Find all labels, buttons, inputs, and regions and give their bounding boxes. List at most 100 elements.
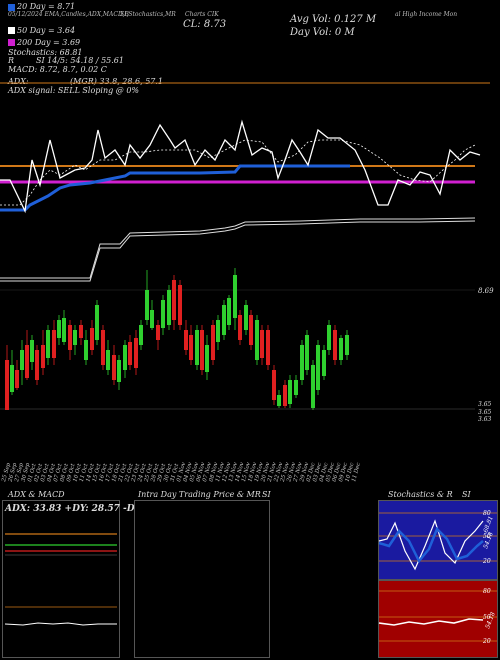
ema20-line (0, 164, 350, 212)
candle-body (117, 360, 121, 382)
candle-body (233, 275, 237, 318)
stoch-value-label: 68.81 (482, 515, 494, 534)
date-tick-label: 18 Nov (247, 461, 258, 483)
rsi-tick-20: 20 (482, 638, 491, 645)
candle-low-price-1: 3.65 (478, 401, 492, 408)
candle-body (345, 335, 349, 355)
r-label: R (8, 56, 15, 65)
date-tick-label: 03 Oct (40, 462, 51, 482)
stoch-k-line (378, 519, 484, 571)
candle-body (167, 290, 171, 325)
candle-body (84, 340, 88, 360)
rsi-line (378, 618, 484, 626)
date-tick-label: 22 Nov (273, 461, 284, 484)
date-tick-label: 11 Nov (215, 461, 226, 483)
date-tick-label: 11 Dec (351, 462, 362, 482)
date-tick-label: 29 Nov (299, 461, 310, 484)
date-tick-label: 19 Nov (254, 461, 265, 483)
candle-group (5, 268, 349, 410)
stoch-panel-si: SI (462, 490, 471, 499)
date-tick-label: 15 Nov (241, 461, 252, 483)
date-tick-label: 11 Oct (79, 462, 90, 482)
title-right: al High Income Mon (395, 11, 458, 18)
ema50-line-b (0, 220, 476, 282)
candle-body (46, 330, 50, 358)
candle-body (200, 330, 204, 370)
candle-body (339, 338, 343, 360)
date-tick-label: 07 Oct (53, 462, 64, 482)
stochastics-panel: 80 50 20 68.81 54.18 (378, 500, 498, 580)
candle-body (184, 330, 188, 350)
candle-body (211, 325, 215, 360)
candle-body (41, 345, 45, 368)
candle-body (10, 365, 14, 392)
date-tick-label: 24 Oct (137, 462, 148, 483)
adx-signal: ADX signal: SELL Sloping @ 0% (8, 86, 140, 95)
candle-body (322, 350, 326, 376)
date-strip: 05/12/2024 EMA,Candles,ADX,MACD,B (8, 11, 129, 18)
date-tick-label: 30 Oct (163, 462, 174, 482)
stoch-panel-svg: 80 50 20 68.81 54.18 (378, 510, 497, 571)
candle-body (272, 370, 276, 400)
candle-body (216, 320, 220, 342)
date-tick-label: 13 Nov (228, 461, 239, 483)
candle-body (52, 330, 56, 358)
candle-body (123, 345, 127, 370)
date-tick-label: 01 Oct (27, 462, 38, 482)
candle-top-price: 8.69 (478, 287, 494, 295)
candle-body (311, 365, 315, 408)
date-tick-label: 25 Oct (143, 462, 154, 483)
candle-body (277, 395, 281, 406)
candle-body (255, 320, 259, 360)
candle-body (195, 330, 199, 365)
date-tick-label: 06 Dec (332, 462, 343, 482)
candle-body (189, 335, 193, 360)
adx-panel-svg (4, 533, 117, 626)
intraday-panel (134, 500, 270, 658)
candle-body (305, 335, 309, 370)
date-tick-label: 09 Dec (338, 462, 349, 482)
date-tick-label: 09 Oct (66, 462, 77, 482)
adx-values: (MGR) 33.8, 28.6, 57.1 (70, 77, 163, 86)
date-tick-label: 15 Oct (92, 462, 103, 482)
stoch-panel-title: Stochastics & R (388, 490, 453, 499)
ema50-legend-swatch (8, 27, 15, 34)
ema20-legend-swatch (8, 4, 15, 11)
intra-panel-si: SI (262, 490, 271, 499)
date-tick-label: 25 Sep (1, 462, 12, 484)
candle-body (20, 350, 24, 370)
candle-body (222, 305, 226, 335)
date-tick-label: 05 Nov (189, 461, 200, 483)
date-tick-label: 10 Oct (72, 462, 83, 482)
candle-body (156, 325, 160, 340)
candle-body (283, 385, 287, 406)
date-tick-label: 05 Dec (325, 462, 336, 482)
macd-line (4, 622, 117, 626)
date-tick-label: 08 Oct (59, 462, 70, 482)
candle-body (161, 300, 165, 328)
date-tick-label: 21 Oct (118, 462, 129, 483)
candle-body (238, 315, 242, 340)
date-tick-label: 12 Nov (222, 461, 233, 483)
candle-body (106, 350, 110, 370)
date-tick-label: 21 Nov (267, 461, 278, 484)
price-line (0, 119, 481, 214)
avg-vol-label: Avg Vol: 0.127 M (290, 14, 377, 25)
ema200-label: 200 Day = 3.69 (17, 38, 81, 47)
candle-body (35, 350, 39, 380)
date-tick-label: 30 Sep (21, 462, 32, 483)
day-vol-label: Day Vol: 0 M (290, 27, 355, 38)
candle-body (73, 330, 77, 345)
date-tick-label: 04 Oct (47, 462, 58, 482)
candle-body (227, 298, 231, 325)
candle-body (90, 328, 94, 350)
date-tick-label: 14 Nov (234, 461, 245, 483)
ema50-label: 50 Day = 3.64 (17, 26, 76, 35)
candle-body (316, 345, 320, 390)
candle-body (57, 320, 61, 338)
strip-label: SI,Stochastics,MR (120, 11, 176, 18)
candle-body (300, 345, 304, 380)
candle-body (150, 310, 154, 328)
stochastics-label: Stochastics: 68.81 (8, 48, 83, 57)
